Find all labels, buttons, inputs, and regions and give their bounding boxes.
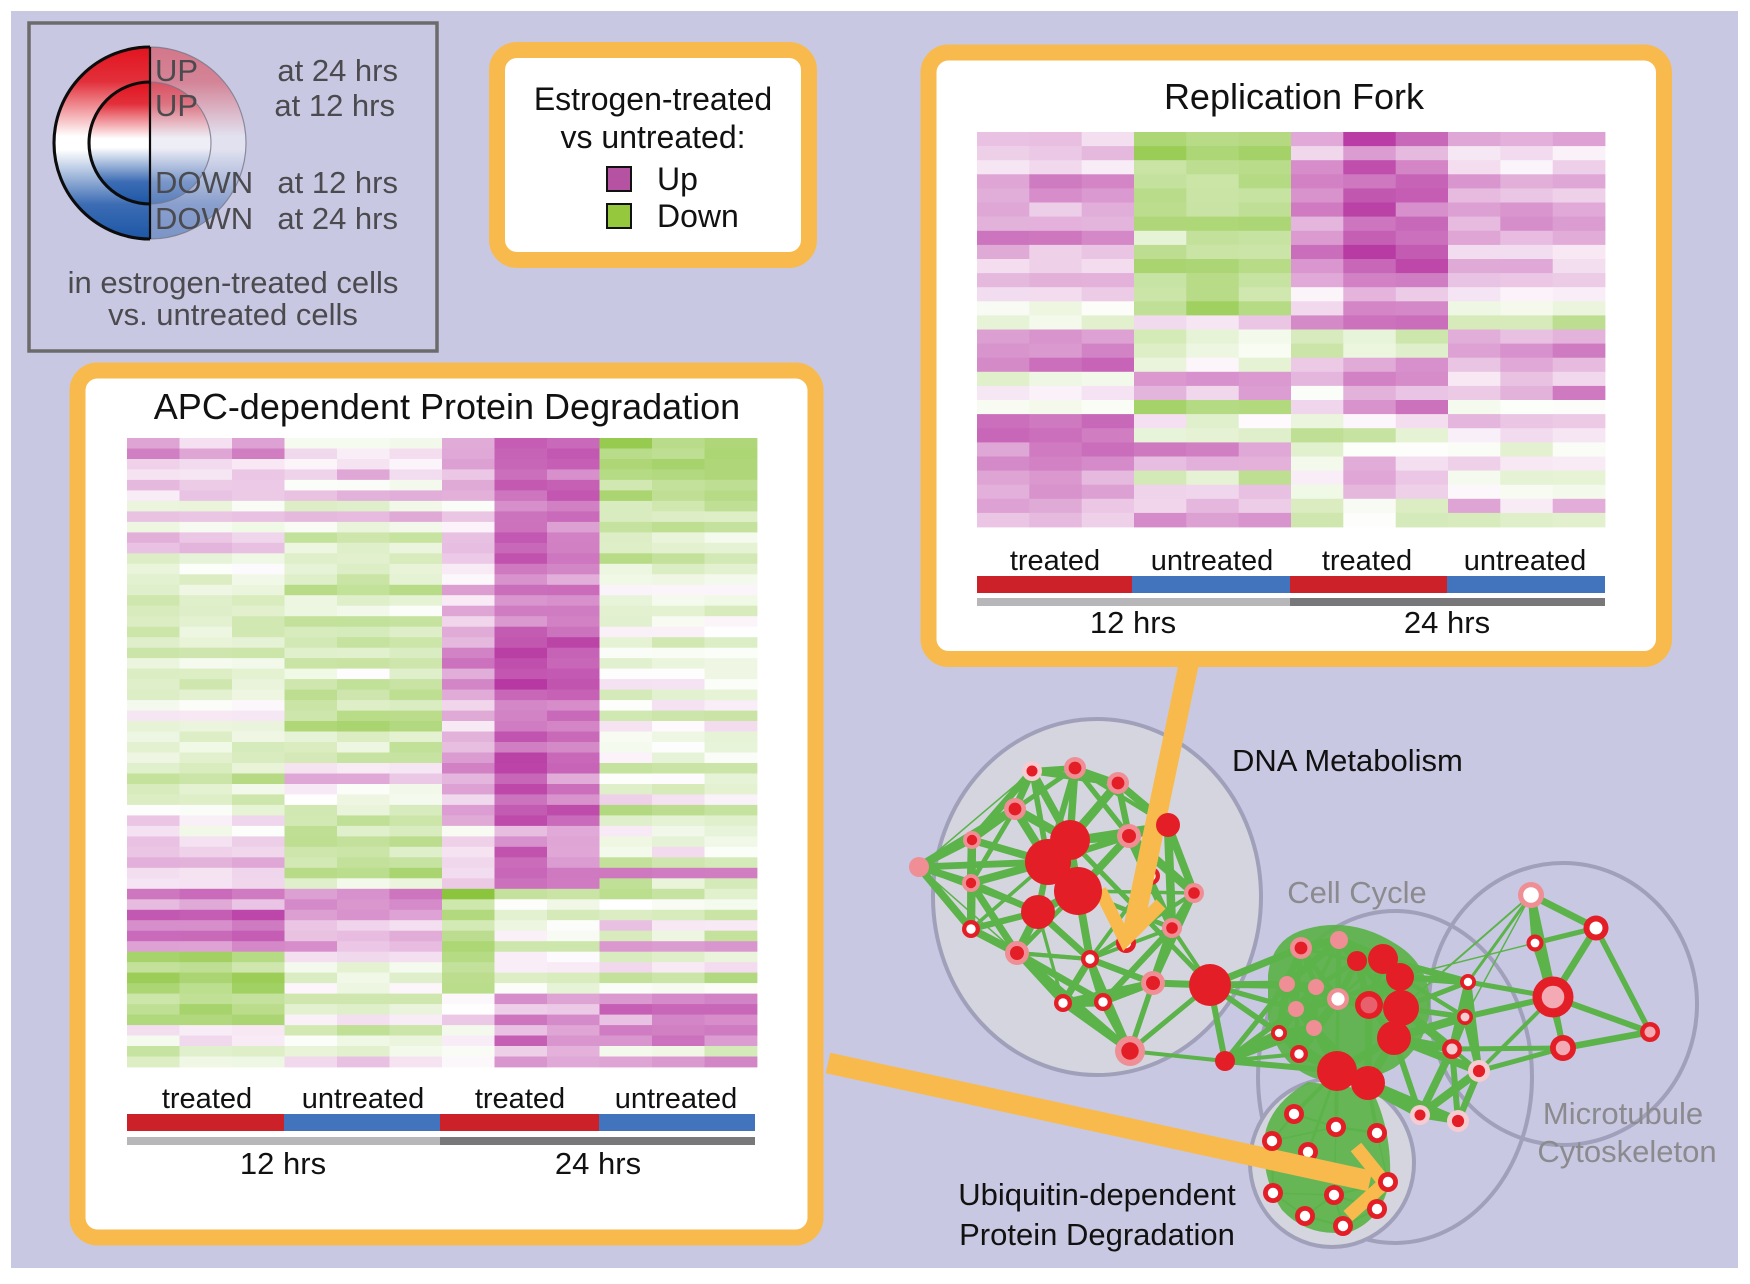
svg-text:24 hrs: 24 hrs xyxy=(555,1146,641,1181)
svg-text:at 12 hrs: at 12 hrs xyxy=(277,165,398,200)
svg-text:treated: treated xyxy=(475,1083,565,1115)
svg-text:Cell Cycle: Cell Cycle xyxy=(1287,875,1427,910)
svg-text:Estrogen-treated: Estrogen-treated xyxy=(534,81,772,117)
svg-text:12 hrs: 12 hrs xyxy=(1090,605,1176,640)
svg-text:at 24 hrs: at 24 hrs xyxy=(277,201,398,236)
svg-text:24 hrs: 24 hrs xyxy=(1404,605,1490,640)
svg-text:vs. untreated cells: vs. untreated cells xyxy=(108,297,358,332)
svg-text:treated: treated xyxy=(1322,545,1412,577)
svg-text:UP: UP xyxy=(155,53,198,88)
svg-text:treated: treated xyxy=(162,1083,252,1115)
svg-text:Cytoskeleton: Cytoskeleton xyxy=(1537,1134,1716,1169)
svg-text:vs untreated:: vs untreated: xyxy=(561,119,746,155)
svg-text:DOWN: DOWN xyxy=(155,201,253,236)
svg-text:untreated: untreated xyxy=(1151,545,1274,577)
svg-text:in estrogen-treated cells: in estrogen-treated cells xyxy=(68,265,399,300)
svg-text:at 24 hrs: at 24 hrs xyxy=(277,53,398,88)
svg-text:12 hrs: 12 hrs xyxy=(240,1146,326,1181)
svg-text:Replication Fork: Replication Fork xyxy=(1164,76,1425,117)
svg-text:Down: Down xyxy=(657,198,739,234)
svg-text:Protein Degradation: Protein Degradation xyxy=(959,1217,1235,1252)
svg-text:untreated: untreated xyxy=(615,1083,738,1115)
svg-text:UP: UP xyxy=(155,88,198,123)
svg-text:treated: treated xyxy=(1010,545,1100,577)
svg-text:Microtubule: Microtubule xyxy=(1543,1096,1703,1131)
svg-text:untreated: untreated xyxy=(1464,545,1587,577)
svg-text:untreated: untreated xyxy=(302,1083,425,1115)
svg-text:DNA Metabolism: DNA Metabolism xyxy=(1232,743,1463,778)
svg-text:Ubiquitin-dependent: Ubiquitin-dependent xyxy=(958,1177,1236,1212)
svg-text:DOWN: DOWN xyxy=(155,165,253,200)
svg-text:APC-dependent Protein Degradat: APC-dependent Protein Degradation xyxy=(154,386,740,427)
svg-text:Up: Up xyxy=(657,161,698,197)
svg-text:at 12 hrs: at 12 hrs xyxy=(274,88,395,123)
